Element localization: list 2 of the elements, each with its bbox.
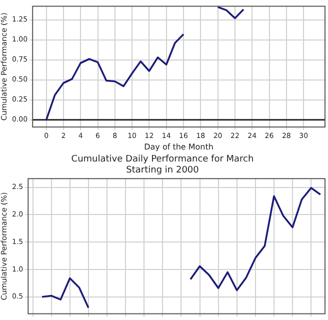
x-axis-title: Day of the Month <box>144 142 214 152</box>
chart-title: Cumulative Daily Performance for March Starting in 2000 <box>71 154 254 176</box>
